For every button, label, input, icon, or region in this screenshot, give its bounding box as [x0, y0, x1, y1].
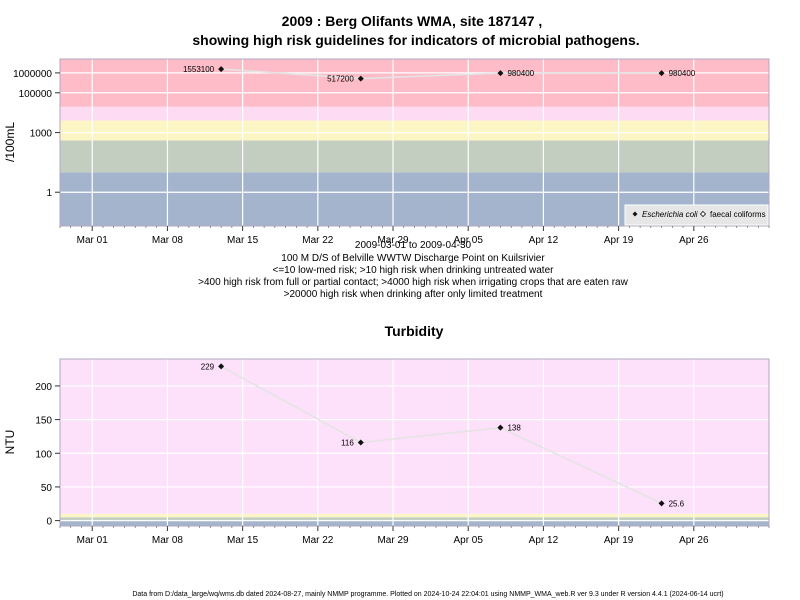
data-label: 517200 — [327, 75, 354, 84]
x-tick-label: Mar 22 — [302, 535, 334, 546]
y-tick-label: 1 — [46, 188, 52, 199]
turbidity-title: Turbidity — [385, 323, 444, 339]
y-tick-label: 0 — [46, 517, 52, 528]
risk-bands-microbial — [60, 59, 769, 226]
data-label: 980400 — [669, 69, 696, 78]
risk-band-0 — [60, 519, 769, 526]
y-tick-label: 100000 — [19, 89, 53, 100]
y-tick-label: 100 — [35, 449, 52, 460]
x-axis-turbidity: Mar 01 Mar 08 Mar 15 Mar 22 Mar 29 Apr 05 Apr … — [59, 526, 770, 546]
y-tick-label: 200 — [35, 382, 52, 393]
x-tick-label: Mar 22 — [302, 235, 334, 246]
grid-turbidity — [60, 359, 769, 526]
data-point — [497, 424, 504, 431]
x-tick-label: Mar 08 — [152, 235, 184, 246]
x-tick-label: Mar 15 — [227, 235, 259, 246]
risk-band-2 — [60, 513, 769, 518]
legend-label-faecal: faecal coliforms — [710, 210, 766, 219]
x-tick-label: Mar 01 — [77, 235, 109, 246]
y-axis-turbidity: 0 50 100 150 200 — [35, 382, 60, 528]
data-point — [218, 66, 225, 73]
data-label: 25.6 — [669, 499, 685, 508]
data-label: 116 — [341, 439, 354, 448]
data-point — [497, 70, 504, 77]
x-tick-label: Mar 01 — [77, 535, 109, 546]
series-line — [221, 68, 662, 80]
grid-microbial — [60, 59, 769, 226]
x-tick-label: Apr 05 — [453, 535, 483, 546]
y-tick-label: 150 — [35, 416, 52, 427]
data-label: 1553100 — [183, 65, 215, 74]
risk-band-3 — [60, 106, 769, 121]
x-tick-label: Apr 12 — [529, 235, 559, 246]
data-point — [218, 363, 225, 370]
data-point — [357, 75, 364, 82]
legend-marker-ecoli — [632, 211, 638, 217]
y-axis-label-turbidity: NTU — [3, 430, 17, 455]
data-point — [658, 500, 665, 507]
risk-bands-turbidity — [60, 359, 769, 526]
y-axis-microbial: 1 1000 100000 1000000 — [13, 69, 60, 199]
x-tick-label: Apr 26 — [679, 535, 709, 546]
subtitle-line-5: >20000 high risk when drinking after onl… — [284, 289, 543, 300]
subtitle-line-4: >400 high risk from full or partial cont… — [198, 277, 628, 288]
legend-label-ecoli: Escherichia coli — [642, 210, 698, 219]
x-tick-label: Apr 19 — [604, 535, 634, 546]
chart-title-line2: showing high risk guidelines for indicat… — [192, 32, 639, 48]
risk-band-1 — [60, 517, 769, 520]
series-line-turbidity — [220, 365, 662, 505]
subtitle-line-2: 100 M D/S of Belville WWTW Discharge Poi… — [281, 253, 545, 264]
data-point — [357, 439, 364, 446]
y-axis-label-microbial: /100mL — [3, 122, 17, 162]
chart-title-line1: 2009 : Berg Olifants WMA, site 187147 , — [282, 13, 543, 29]
data-points-microbial: 1553100 517200 980400 980400 — [183, 65, 696, 83]
data-points-turbidity: 229 116 138 25.6 — [201, 362, 685, 508]
risk-band-1 — [60, 140, 769, 173]
data-point — [658, 70, 665, 77]
legend-marker-faecal — [699, 210, 707, 218]
x-tick-label: Mar 15 — [227, 535, 259, 546]
x-tick-label: Apr 26 — [679, 235, 709, 246]
y-tick-label: 50 — [41, 483, 53, 494]
x-tick-label: Mar 29 — [377, 535, 409, 546]
subtitle-line-1: 2009-03-01 to 2009-04-30 — [355, 240, 472, 251]
data-label: 138 — [507, 424, 521, 433]
legend-box — [624, 204, 769, 226]
series-line-microbial — [221, 68, 662, 80]
risk-band-4 — [60, 59, 769, 107]
x-tick-label: Apr 05 — [453, 235, 483, 246]
x-tick-label: Apr 19 — [604, 235, 634, 246]
x-tick-label: Apr 12 — [529, 535, 559, 546]
series-line — [220, 365, 662, 505]
y-tick-label: 1000 — [30, 129, 53, 140]
y-tick-label: 1000000 — [13, 69, 52, 80]
x-axis-microbial: Mar 01 Mar 08 Mar 15 Mar 22 Mar 29 Apr 05 Apr … — [59, 226, 770, 246]
footer-note: Data from D:/data_large/wq/wms.db dated … — [132, 591, 723, 598]
x-tick-label: Mar 29 — [377, 235, 409, 246]
subtitle-line-3: <=10 low-med risk; >10 high risk when dr… — [273, 265, 555, 276]
risk-band-2 — [60, 120, 769, 141]
x-tick-label: Mar 08 — [152, 535, 184, 546]
data-label: 980400 — [507, 69, 534, 78]
legend: Escherichia coli faecal coliforms — [624, 204, 769, 226]
data-label: 229 — [201, 362, 215, 371]
